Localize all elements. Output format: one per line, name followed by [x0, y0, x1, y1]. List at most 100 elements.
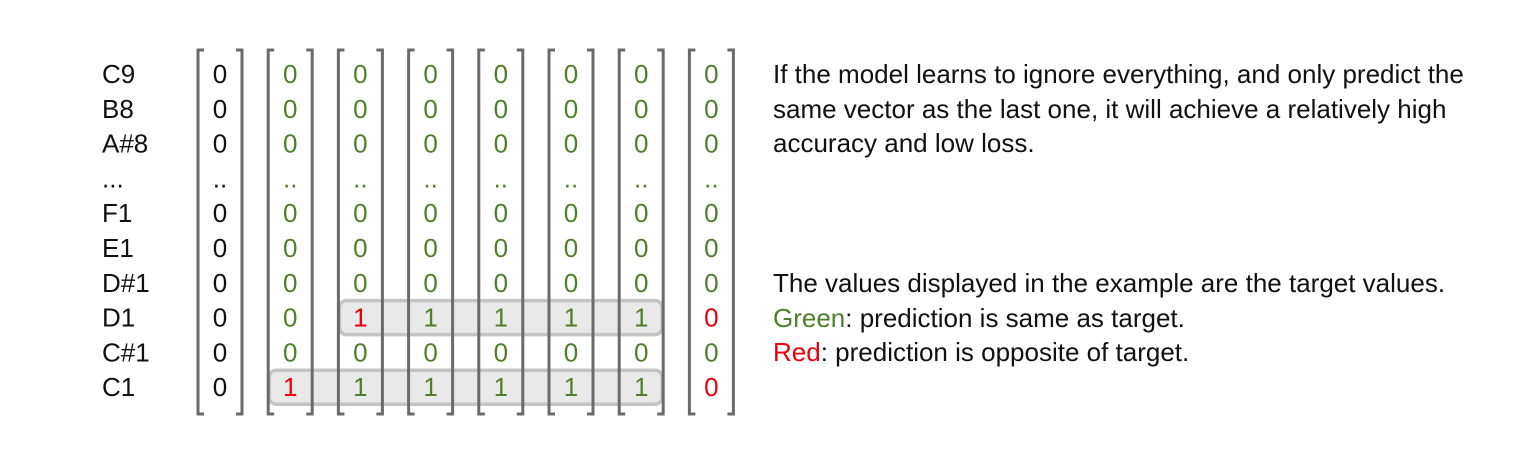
legend-green-text: : prediction is same as target. — [845, 302, 1185, 333]
row-label: D1 — [102, 303, 135, 333]
vector-cell: 1 — [634, 303, 648, 333]
vector-cell: .. — [423, 163, 437, 193]
row-label: E1 — [102, 233, 134, 263]
explanation-paragraph-2: The values displayed in the example are … — [773, 268, 1446, 298]
vector-cell: 0 — [704, 337, 718, 367]
vector-cell: 0 — [704, 372, 718, 402]
row-label: A#8 — [102, 129, 148, 159]
vector-cell: .. — [704, 163, 718, 193]
vector-cell: 1 — [564, 303, 578, 333]
vector-cell: 0 — [564, 59, 578, 89]
vector-cell: 0 — [213, 198, 227, 228]
vector-cell: 1 — [634, 372, 648, 402]
vector-cell: 1 — [423, 303, 437, 333]
vector-cell: 0 — [704, 233, 718, 263]
vector-cell: 0 — [353, 198, 367, 228]
row-label: D#1 — [102, 268, 150, 298]
legend-red-text: : prediction is opposite of target. — [820, 337, 1190, 368]
vector-cell: 0 — [423, 94, 437, 124]
highlight-box — [267, 368, 664, 406]
cell-layer: 0 0 0.. 0 0 0 0 0 0 0 0 0.. 0 0 0 0 0 1 0 0 0.. 0 0 0 1 0 1 0 0 0.. 0 0… — [213, 59, 719, 402]
legend-green-word: Green — [773, 302, 846, 333]
vector-cell: 0 — [704, 198, 718, 228]
legend-red: Red: prediction is opposite of target. — [773, 335, 1493, 370]
vector-cell: 0 — [213, 372, 227, 402]
vector-cell: 0 — [634, 129, 648, 159]
vector-cell: 0 — [564, 268, 578, 298]
bracket-left — [547, 48, 555, 416]
bracket-left — [196, 48, 204, 416]
vector-cell: 0 — [423, 129, 437, 159]
vector-cell: 0 — [564, 233, 578, 263]
vector-cell: 0 — [704, 303, 718, 333]
vector-cell: 0 — [213, 94, 227, 124]
vector-cell: 0 — [634, 59, 648, 89]
vector-cell: 1 — [494, 372, 508, 402]
vector-cell: .. — [564, 163, 578, 193]
vector-cell: 0 — [213, 233, 227, 263]
vector-cell: 0 — [494, 233, 508, 263]
legend-green: Green: prediction is same as target. — [773, 301, 1493, 336]
highlight-layer — [267, 298, 664, 406]
vector-cell: 0 — [283, 198, 297, 228]
vector-cell: 0 — [494, 94, 508, 124]
bracket-left — [407, 48, 415, 416]
vector-cell: 0 — [704, 268, 718, 298]
vector-cell: 0 — [634, 268, 648, 298]
bracket-right — [306, 48, 314, 416]
vector-cell: 0 — [423, 268, 437, 298]
bracket-left — [617, 48, 626, 416]
bracket-right — [446, 48, 455, 416]
vector-cell: 0 — [353, 337, 367, 367]
row-label: C9 — [102, 59, 135, 89]
vector-cell: .. — [353, 163, 367, 193]
vector-cell: 0 — [564, 198, 578, 228]
explanation-paragraph-1: If the model learns to ignore everything… — [773, 59, 1464, 159]
bracket-left — [477, 48, 485, 416]
vector-cell: 0 — [283, 303, 297, 333]
vector-cell: 0 — [213, 268, 227, 298]
vector-cell: 0 — [213, 303, 227, 333]
explanation-top: If the model learns to ignore everything… — [773, 57, 1493, 161]
vector-cell: 0 — [423, 337, 437, 367]
vector-cell: 0 — [283, 233, 297, 263]
vector-cell: 1 — [423, 372, 437, 402]
vector-cell: 1 — [283, 372, 297, 402]
vector-cell: 0 — [704, 129, 718, 159]
vector-cell: 0 — [283, 337, 297, 367]
vector-cell: 0 — [564, 94, 578, 124]
vector-cell: 0 — [283, 268, 297, 298]
bracket-right — [376, 48, 384, 416]
vector-cell: 0 — [353, 233, 367, 263]
vector-cell: 0 — [494, 198, 508, 228]
vector-cell: 0 — [564, 337, 578, 367]
row-label-layer: C9 B8 A#8... F1 E1 D#1 D1 C#1 C1 — [102, 59, 150, 402]
vector-cell: 0 — [423, 233, 437, 263]
vector-cell: 1 — [564, 372, 578, 402]
vector-cell: 0 — [564, 129, 578, 159]
bracket-right — [516, 48, 525, 416]
vector-cell: .. — [634, 163, 648, 193]
bracket-right — [657, 48, 665, 416]
bracket-right — [727, 48, 735, 416]
vector-cell: 0 — [494, 59, 508, 89]
vector-cell: 0 — [494, 268, 508, 298]
vector-cell: 0 — [634, 337, 648, 367]
row-label: C1 — [102, 372, 135, 402]
vector-cell: 0 — [353, 268, 367, 298]
bracket-layer — [196, 48, 735, 416]
vector-cell: 0 — [634, 94, 648, 124]
vector-cell: 0 — [213, 337, 227, 367]
explanation-bottom: The values displayed in the example are … — [773, 266, 1493, 370]
vector-cell: 0 — [213, 129, 227, 159]
vector-sequence-diagram: C9 B8 A#8... F1 E1 D#1 D1 C#1 C1 0 0 0.. 0 0 0 0 0 0 0 0 0.… — [102, 48, 735, 416]
vector-cell: 0 — [213, 59, 227, 89]
bracket-left — [336, 48, 345, 416]
vector-cell: .. — [283, 163, 297, 193]
vector-cell: 0 — [634, 198, 648, 228]
vector-cell: 0 — [283, 59, 297, 89]
vector-cell: 0 — [704, 59, 718, 89]
vector-cell: 1 — [353, 303, 367, 333]
bracket-left — [687, 48, 696, 416]
vector-cell: 1 — [494, 303, 508, 333]
